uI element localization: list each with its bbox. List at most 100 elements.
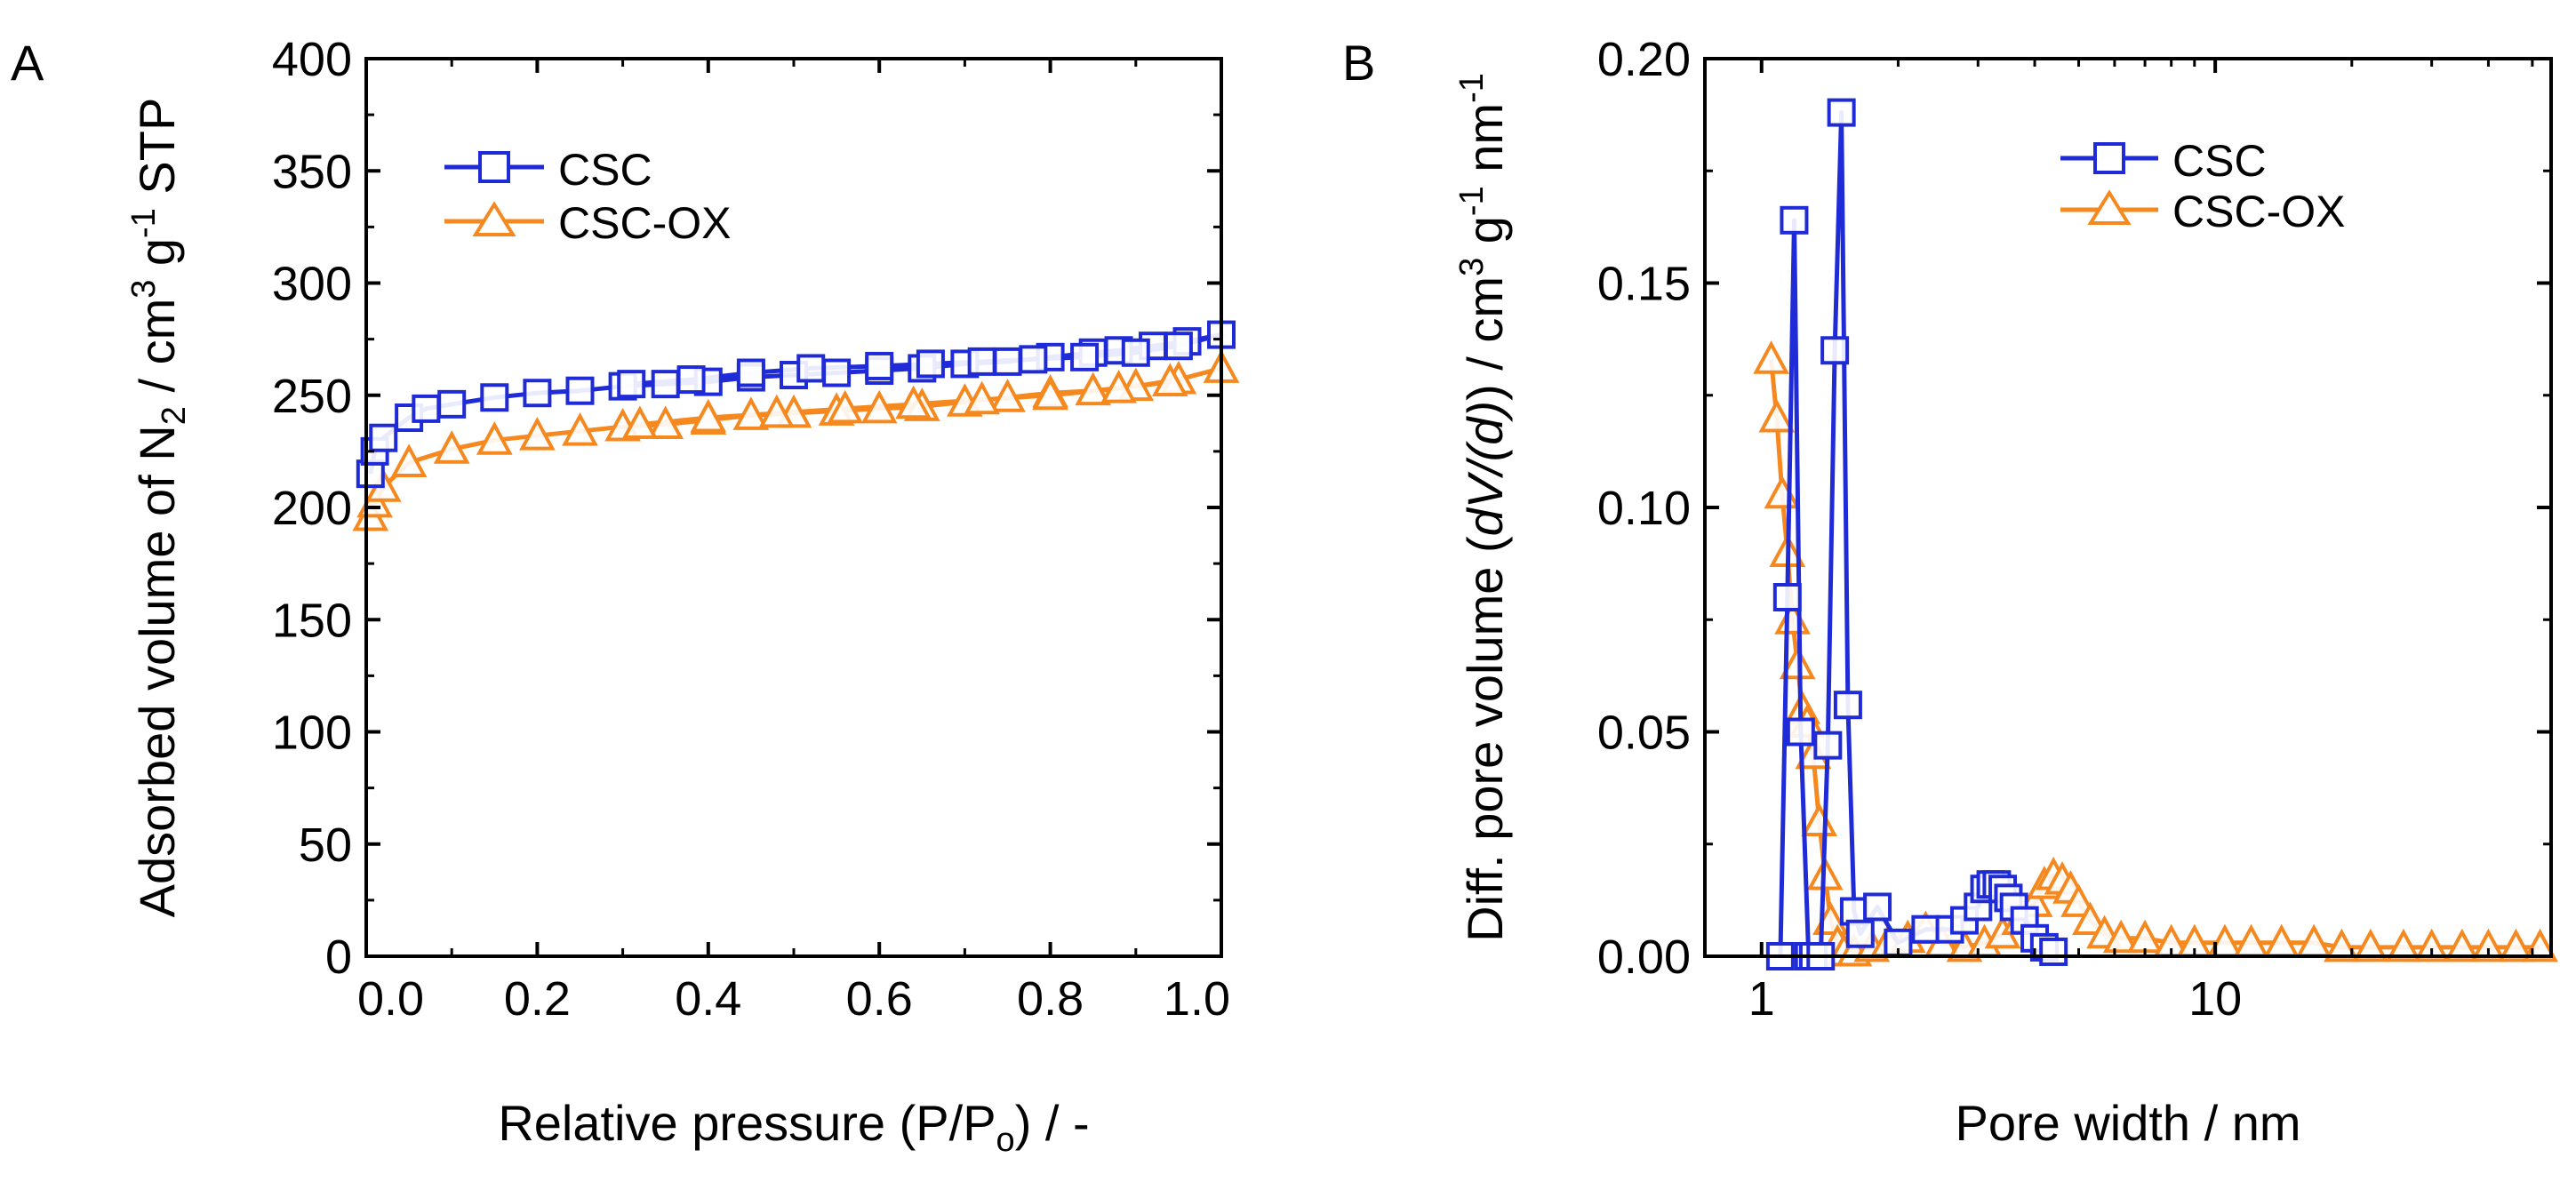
- x-tick-label: 0.2: [504, 972, 571, 1026]
- y-tick-label: 150: [272, 594, 352, 647]
- data-point-csc: [2039, 937, 2068, 966]
- y-tick-label: 300: [272, 258, 352, 311]
- data-point-csc: [865, 351, 894, 380]
- data-point-csc-ox: [2444, 928, 2481, 962]
- panel-b-x-axis-label: Pore width / nm: [1955, 1095, 2300, 1151]
- panel-b-ticks: 0.00 0.05 0.10 0.15 0.20 1 10: [1597, 33, 2551, 1026]
- panel-a-label: A: [11, 35, 44, 91]
- data-point-csc-ox: [1758, 398, 1796, 433]
- data-point-csc-ox: [860, 389, 898, 424]
- x-tick-label: 0.6: [846, 972, 913, 1026]
- y-tick-label: 350: [272, 145, 352, 198]
- data-point-csc: [1827, 98, 1856, 127]
- data-point-csc-ox: [690, 398, 727, 433]
- y-tick-label: 50: [299, 819, 352, 872]
- data-point-csc-ox: [1764, 475, 1801, 509]
- data-point-csc: [565, 376, 595, 405]
- data-point-csc-ox: [989, 379, 1026, 412]
- legend-entry-csc: CSC: [2060, 136, 2267, 186]
- series-line-csc-ox: [1769, 359, 2540, 954]
- data-point-csc: [1786, 717, 1815, 747]
- data-point-csc: [617, 370, 646, 399]
- data-point-csc-ox: [827, 389, 864, 424]
- legend-entry-csc-ox: CSC-OX: [2060, 187, 2345, 236]
- y-tick-label: 0.10: [1597, 482, 1691, 535]
- data-point-csc-ox: [433, 430, 470, 464]
- data-point-csc: [1772, 583, 1802, 611]
- data-point-csc: [1863, 892, 1892, 922]
- data-point-csc-ox: [2470, 928, 2507, 962]
- data-point-csc: [1813, 731, 1843, 760]
- data-point-csc-ox: [1075, 371, 1112, 406]
- data-point-csc-ox: [2352, 928, 2389, 962]
- data-point-csc-ox: [2102, 919, 2140, 954]
- legend-marker-csc: [2093, 142, 2125, 174]
- y-tick-label: 200: [272, 482, 352, 535]
- panel-a-legend: CSC CSC-OX: [444, 145, 731, 248]
- panel-a-x-axis-label: Relative pressure (P/Po) / -: [498, 1095, 1089, 1159]
- panel-a-axes-frame: [364, 57, 1223, 958]
- x-tick-label: 0.0: [357, 972, 424, 1026]
- y-tick-label: 0.20: [1597, 33, 1691, 86]
- data-point-csc: [651, 370, 680, 399]
- data-point-csc-ox: [1100, 369, 1137, 403]
- legend-entry-csc-ox: CSC-OX: [444, 198, 731, 248]
- data-point-csc: [480, 383, 509, 412]
- data-point-csc-ox: [519, 416, 556, 451]
- x-tick-label: 1.0: [1164, 972, 1230, 1026]
- legend-label-csc: CSC: [2172, 136, 2267, 186]
- data-point-csc: [369, 423, 398, 452]
- data-point-csc: [1121, 338, 1150, 367]
- data-point-csc-ox: [964, 380, 1000, 415]
- legend-marker-csc: [478, 151, 510, 183]
- data-point-csc: [1070, 342, 1100, 371]
- y-tick-label: 100: [272, 707, 352, 760]
- legend-label-csc-ox: CSC-OX: [558, 198, 731, 248]
- data-point-csc-ox: [1032, 376, 1068, 411]
- legend-entry-csc: CSC: [444, 145, 652, 195]
- data-point-csc: [1164, 331, 1193, 361]
- data-point-csc-ox: [562, 411, 598, 446]
- x-tick-label: 1: [1748, 972, 1775, 1026]
- legend-label-csc-ox: CSC-OX: [2172, 187, 2345, 236]
- panel-a-data-marks: [352, 320, 1240, 531]
- legend-marker-csc-ox: [2087, 189, 2132, 225]
- x-tick-label: 10: [2188, 972, 2242, 1026]
- data-point-csc-ox: [2498, 928, 2534, 962]
- data-point-csc: [1845, 919, 1875, 948]
- data-point-csc: [412, 394, 441, 423]
- y-tick-label: 250: [272, 370, 352, 423]
- x-tick-label: 0.8: [1017, 972, 1084, 1026]
- data-point-csc-ox: [2413, 928, 2451, 962]
- data-point-csc: [1780, 205, 1809, 235]
- y-tick-label: 0.00: [1597, 930, 1691, 984]
- data-point-csc: [676, 365, 706, 395]
- data-point-csc-ox: [2060, 883, 2097, 917]
- legend-label-csc: CSC: [558, 145, 652, 195]
- data-point-csc-ox: [476, 421, 513, 455]
- panel-b-legend: CSC CSC-OX: [2060, 136, 2345, 236]
- data-point-csc-ox: [647, 405, 684, 440]
- data-point-csc: [1019, 345, 1048, 374]
- data-point-csc-ox: [2072, 901, 2108, 936]
- legend-marker-csc-ox: [472, 201, 516, 236]
- data-point-csc: [993, 347, 1022, 376]
- data-point-csc-ox: [2385, 928, 2422, 962]
- panel-b: B 0.00 0.05 0.10 0.15 0.20 1 10 Diff. pore vol…: [1342, 33, 2558, 1151]
- data-point-csc-ox: [1753, 340, 1789, 374]
- data-point-csc: [437, 389, 467, 419]
- data-point-csc-ox: [390, 443, 428, 477]
- data-point-csc-ox: [758, 394, 796, 428]
- data-point-csc-ox: [1151, 363, 1188, 397]
- y-tick-label: 0.05: [1597, 707, 1691, 760]
- panel-b-plot-area: 0.00 0.05 0.10 0.15 0.20 1 10: [1597, 33, 2558, 1026]
- panel-a-ticks: 0 50 100 150 200 250 300 350 400 0.0 0.2 0.4 0.6 0.8 1…: [272, 33, 1230, 1026]
- data-point-csc-ox: [621, 405, 659, 440]
- panel-b-y-axis-label: Diff. pore volume (dV/(d)) / cm3 g-1 nm-…: [1453, 73, 1513, 942]
- panel-a-plot-area: 0 50 100 150 200 250 300 350 400 0.0 0.2 0.4 0.6 0.8 1…: [272, 33, 1240, 1026]
- x-tick-label: 0.4: [675, 972, 741, 1026]
- data-point-csc: [822, 358, 852, 387]
- data-point-csc: [1911, 914, 1940, 944]
- data-point-csc: [1820, 336, 1850, 365]
- data-point-csc-ox: [1801, 803, 1837, 836]
